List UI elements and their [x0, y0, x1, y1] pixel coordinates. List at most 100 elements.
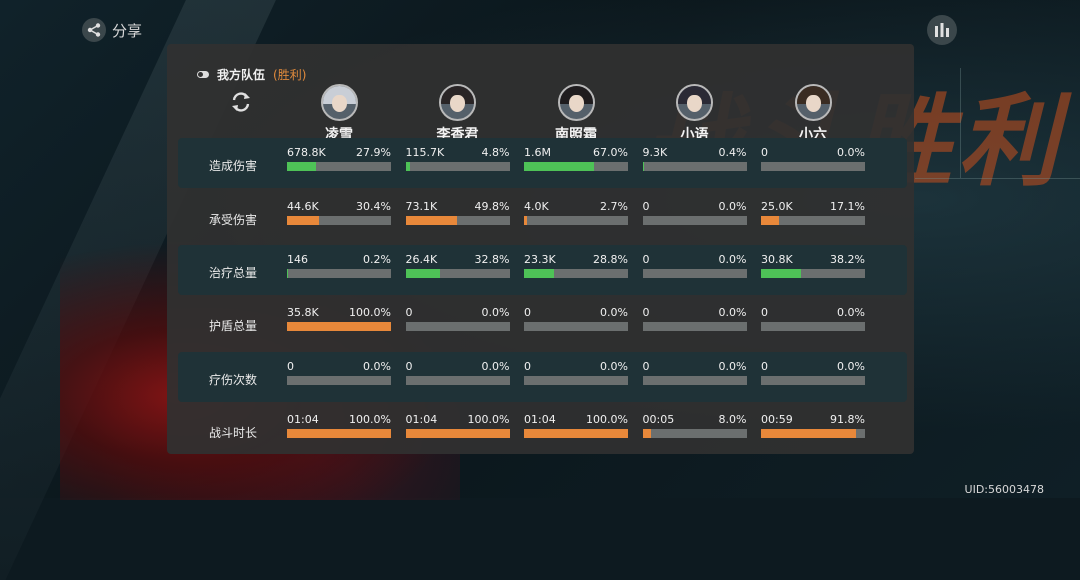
stat-percent: 0.0%: [837, 146, 865, 160]
hero-column-header[interactable]: 南照霜: [524, 84, 628, 144]
stat-value: 4.0K: [524, 200, 549, 214]
stat-bar: [524, 162, 628, 171]
stat-percent: 100.0%: [349, 306, 391, 320]
stat-cell: 0 0.0%: [643, 200, 747, 225]
background-line: [960, 68, 961, 178]
stat-bar: [761, 216, 865, 225]
stat-percent: 67.0%: [593, 146, 628, 160]
stat-percent: 91.8%: [830, 413, 865, 427]
stat-bar: [406, 429, 510, 438]
stat-bar: [643, 162, 747, 171]
background-line: [915, 178, 1080, 179]
stat-bar-fill: [761, 216, 779, 225]
hero-column-header[interactable]: 凌雪: [287, 84, 391, 144]
stat-percent: 0.0%: [719, 253, 747, 267]
stat-bar: [643, 216, 747, 225]
stat-value: 9.3K: [643, 146, 668, 160]
stat-percent: 100.0%: [468, 413, 510, 427]
stat-row-label: 承受伤害: [209, 211, 289, 228]
stat-value: 0: [643, 200, 650, 214]
team-label: 我方队伍: [217, 66, 265, 83]
stat-value: 23.3K: [524, 253, 556, 267]
stat-bar-fill: [524, 429, 628, 438]
stat-cell: 0 0.0%: [643, 253, 747, 278]
hero-column-header[interactable]: 小语: [643, 84, 747, 144]
stat-percent: 0.0%: [837, 306, 865, 320]
hero-column-header[interactable]: 李香君: [406, 84, 510, 144]
stat-bar-fill: [406, 162, 411, 171]
stat-value: 0: [643, 360, 650, 374]
stat-percent: 38.2%: [830, 253, 865, 267]
share-button[interactable]: 分享: [82, 18, 142, 42]
stat-value: 35.8K: [287, 306, 319, 320]
stat-bar: [287, 322, 391, 331]
stat-percent: 0.0%: [719, 200, 747, 214]
stat-bar: [287, 216, 391, 225]
stat-cell: 00:05 8.0%: [643, 413, 747, 438]
stat-percent: 100.0%: [586, 413, 628, 427]
stat-bar: [524, 429, 628, 438]
statistics-button[interactable]: [927, 15, 957, 45]
hero-column-header[interactable]: 小六: [761, 84, 865, 144]
avatar-face: [569, 95, 584, 112]
stat-cell: 26.4K 32.8%: [406, 253, 510, 278]
stat-percent: 0.0%: [600, 306, 628, 320]
stat-percent: 100.0%: [349, 413, 391, 427]
stat-percent: 30.4%: [356, 200, 391, 214]
stat-percent: 28.8%: [593, 253, 628, 267]
stat-percent: 4.8%: [482, 146, 510, 160]
avatar: [439, 84, 476, 121]
stat-value: 0: [643, 253, 650, 267]
stat-value: 25.0K: [761, 200, 793, 214]
refresh-icon[interactable]: [229, 90, 253, 114]
stat-bar: [761, 376, 865, 385]
stat-bar: [287, 376, 391, 385]
team-result: (胜利): [273, 66, 306, 83]
stat-value: 00:05: [643, 413, 675, 427]
stat-value: 0: [524, 360, 531, 374]
avatar-face: [806, 95, 821, 112]
stat-value: 26.4K: [406, 253, 438, 267]
uid-label: UID:56003478: [965, 483, 1044, 496]
avatar-face: [450, 95, 465, 112]
stat-percent: 0.4%: [719, 146, 747, 160]
stat-bar-fill: [643, 429, 651, 438]
stat-bar-fill: [761, 269, 801, 278]
stat-row-label: 疗伤次数: [209, 371, 289, 388]
stat-bar: [406, 376, 510, 385]
avatar-face: [332, 95, 347, 112]
stat-percent: 8.0%: [719, 413, 747, 427]
stat-percent: 0.0%: [837, 360, 865, 374]
stat-percent: 0.0%: [719, 360, 747, 374]
avatar: [795, 84, 832, 121]
stat-cell: 23.3K 28.8%: [524, 253, 628, 278]
stat-bar: [761, 322, 865, 331]
avatar-face: [687, 95, 702, 112]
stat-bar: [643, 429, 747, 438]
avatar: [321, 84, 358, 121]
stat-cell: 0 0.0%: [643, 360, 747, 385]
stat-bar-fill: [287, 429, 391, 438]
stat-bar: [643, 322, 747, 331]
toggle-icon[interactable]: [197, 71, 209, 78]
stat-row-label: 战斗时长: [209, 424, 289, 441]
stat-value: 0: [761, 360, 768, 374]
stat-percent: 32.8%: [475, 253, 510, 267]
